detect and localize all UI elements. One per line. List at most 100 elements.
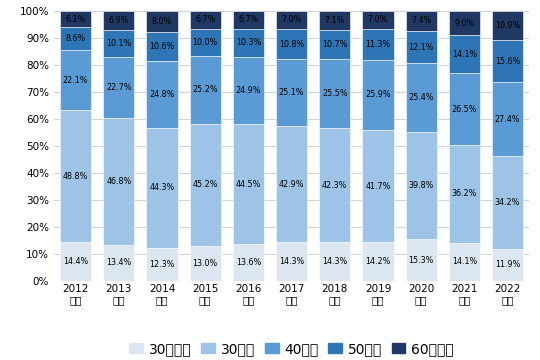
Bar xyxy=(319,128,350,242)
Text: 25.9%: 25.9% xyxy=(365,90,391,99)
Bar xyxy=(362,243,394,281)
Bar xyxy=(319,11,350,30)
Text: 42.3%: 42.3% xyxy=(322,181,347,190)
Text: 14.4%: 14.4% xyxy=(63,257,88,266)
Text: 10.0%: 10.0% xyxy=(193,37,218,46)
Bar xyxy=(276,10,307,30)
Text: 15.6%: 15.6% xyxy=(495,57,520,66)
Bar xyxy=(492,11,523,40)
Text: 12.3%: 12.3% xyxy=(150,260,174,269)
Bar xyxy=(103,30,134,57)
Bar xyxy=(449,243,480,281)
Bar xyxy=(406,239,437,281)
Bar xyxy=(60,11,91,27)
Text: 6.1%: 6.1% xyxy=(65,14,86,23)
Bar xyxy=(276,59,307,126)
Text: 25.4%: 25.4% xyxy=(408,93,434,102)
Bar xyxy=(190,123,221,246)
Legend: 30歳未満, 30歳代, 40歳代, 50歳代, 60歳以上: 30歳未満, 30歳代, 40歳代, 50歳代, 60歳以上 xyxy=(124,336,460,360)
Bar xyxy=(190,55,221,123)
Text: 27.4%: 27.4% xyxy=(495,115,521,124)
Bar xyxy=(233,244,264,281)
Text: 48.8%: 48.8% xyxy=(63,172,88,181)
Text: 7.0%: 7.0% xyxy=(368,15,388,24)
Bar xyxy=(406,132,437,239)
Text: 24.8%: 24.8% xyxy=(150,90,174,99)
Text: 14.3%: 14.3% xyxy=(279,257,304,266)
Bar xyxy=(406,31,437,63)
Text: 7.4%: 7.4% xyxy=(411,16,431,25)
Text: 6.7%: 6.7% xyxy=(238,15,259,24)
Bar xyxy=(146,11,178,32)
Text: 6.7%: 6.7% xyxy=(195,15,215,24)
Bar xyxy=(146,128,178,248)
Bar xyxy=(449,73,480,145)
Bar xyxy=(233,57,264,124)
Text: 13.6%: 13.6% xyxy=(236,258,261,267)
Text: 22.7%: 22.7% xyxy=(106,83,132,92)
Bar xyxy=(190,10,221,29)
Bar xyxy=(103,11,134,30)
Bar xyxy=(103,245,134,281)
Bar xyxy=(319,59,350,128)
Bar xyxy=(492,82,523,156)
Text: 22.1%: 22.1% xyxy=(63,76,89,85)
Text: 13.4%: 13.4% xyxy=(106,258,131,267)
Bar xyxy=(60,110,91,242)
Text: 26.5%: 26.5% xyxy=(451,105,477,114)
Text: 25.5%: 25.5% xyxy=(322,89,348,98)
Text: 7.1%: 7.1% xyxy=(325,16,345,25)
Text: 24.9%: 24.9% xyxy=(235,86,261,95)
Bar xyxy=(492,40,523,82)
Bar xyxy=(233,11,264,29)
Bar xyxy=(103,118,134,245)
Text: 45.2%: 45.2% xyxy=(192,180,218,189)
Text: 12.1%: 12.1% xyxy=(409,42,434,51)
Bar xyxy=(449,35,480,73)
Bar xyxy=(492,156,523,249)
Bar xyxy=(362,60,394,130)
Text: 13.0%: 13.0% xyxy=(193,259,218,268)
Bar xyxy=(276,30,307,59)
Bar xyxy=(103,57,134,118)
Text: 36.2%: 36.2% xyxy=(452,189,477,198)
Text: 8.6%: 8.6% xyxy=(65,34,86,43)
Bar xyxy=(362,30,394,60)
Text: 9.0%: 9.0% xyxy=(454,19,475,28)
Text: 14.3%: 14.3% xyxy=(322,257,347,266)
Text: 42.9%: 42.9% xyxy=(279,180,305,189)
Bar xyxy=(60,242,91,281)
Bar xyxy=(233,124,264,244)
Text: 10.8%: 10.8% xyxy=(279,40,304,49)
Text: 14.1%: 14.1% xyxy=(452,257,477,266)
Text: 8.0%: 8.0% xyxy=(152,17,172,26)
Text: 11.9%: 11.9% xyxy=(495,260,520,269)
Bar xyxy=(362,10,394,30)
Bar xyxy=(146,248,178,281)
Text: 7.0%: 7.0% xyxy=(281,15,302,24)
Text: 10.9%: 10.9% xyxy=(495,21,520,30)
Text: 25.2%: 25.2% xyxy=(192,85,218,94)
Bar xyxy=(319,30,350,59)
Text: 46.8%: 46.8% xyxy=(106,177,131,186)
Bar xyxy=(60,27,91,50)
Text: 11.3%: 11.3% xyxy=(366,40,390,49)
Bar xyxy=(60,50,91,110)
Text: 10.7%: 10.7% xyxy=(322,40,347,49)
Text: 44.3%: 44.3% xyxy=(150,183,174,192)
Bar xyxy=(146,61,178,128)
Text: 39.8%: 39.8% xyxy=(409,181,434,190)
Bar xyxy=(233,29,264,57)
Text: 10.6%: 10.6% xyxy=(150,42,174,51)
Bar xyxy=(449,145,480,243)
Bar xyxy=(276,242,307,281)
Bar xyxy=(276,126,307,242)
Bar xyxy=(146,32,178,61)
Bar xyxy=(190,246,221,281)
Text: 41.7%: 41.7% xyxy=(366,182,390,191)
Bar xyxy=(190,29,221,55)
Text: 44.5%: 44.5% xyxy=(236,180,261,189)
Text: 10.1%: 10.1% xyxy=(106,39,131,48)
Text: 14.1%: 14.1% xyxy=(452,50,477,59)
Bar xyxy=(449,11,480,35)
